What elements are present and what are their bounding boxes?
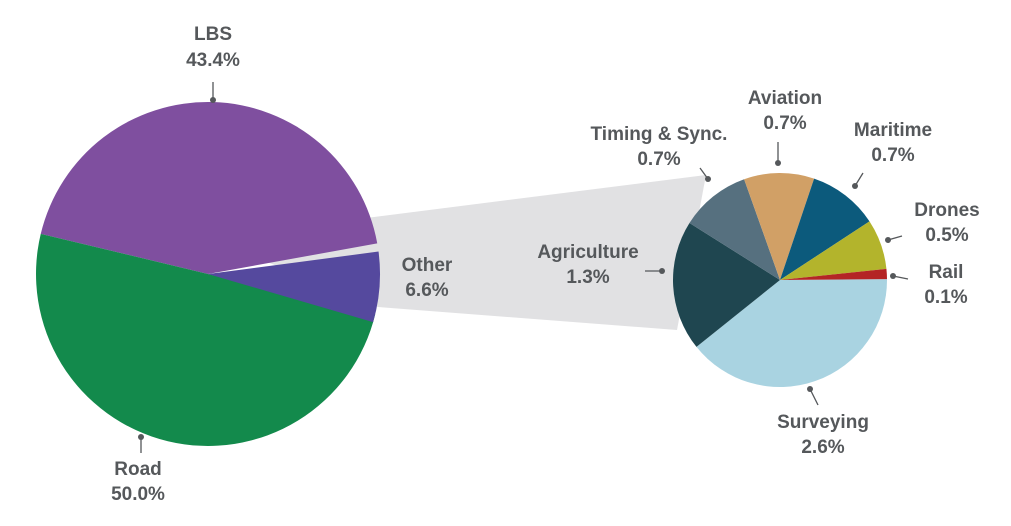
label-value-road: 50.0% [111,484,165,505]
label-value-other: 6.6% [405,280,448,301]
label-value-aviation: 0.7% [763,113,806,134]
leader-dot-surveying [807,386,813,392]
leader-dot-agriculture [659,268,665,274]
slice-timing-sync [689,179,780,280]
label-value-surveying: 2.6% [801,437,844,458]
slice-agriculture [672,222,780,347]
label-name-other: Other [402,255,453,276]
label-name-maritime: Maritime [854,120,932,141]
label-value-drones: 0.5% [925,225,968,246]
connector-band [208,175,706,330]
slice-road [36,233,376,446]
label-value-timing-sync: 0.7% [637,149,680,170]
label-value-agriculture: 1.3% [566,267,609,288]
main-pie [36,101,381,446]
slice-drones [780,221,887,280]
slice-other [208,251,381,323]
leader-dot-aviation [775,160,781,166]
label-name-drones: Drones [914,200,979,221]
slice-rail [780,268,887,280]
leader-dot-rail [890,273,896,279]
label-name-lbs: LBS [194,24,232,45]
leader-dot-maritime [852,183,858,189]
connector-band-shape [208,175,706,330]
label-value-lbs: 43.4% [186,50,240,71]
slice-maritime [780,178,870,280]
label-value-maritime: 0.7% [871,145,914,166]
slice-lbs [40,101,378,274]
leader-dot-road [138,434,144,440]
other-breakdown-pie [672,172,888,388]
slice-aviation [744,172,815,280]
label-name-aviation: Aviation [748,88,822,109]
label-name-surveying: Surveying [777,412,869,433]
slice-labels: LBS 43.4% Road 50.0% Other 6.6% Surveying 2.6% A… [111,24,980,505]
label-name-agriculture: Agriculture [537,242,638,263]
slice-surveying [696,279,888,388]
label-name-rail: Rail [929,262,964,283]
leader-dot-drones [885,237,891,243]
leader-dot-timing-sync [705,176,711,182]
label-value-rail: 0.1% [924,287,967,308]
label-name-timing-sync: Timing & Sync. [591,124,728,145]
label-name-road: Road [114,459,162,480]
leader-dot-lbs [210,97,216,103]
